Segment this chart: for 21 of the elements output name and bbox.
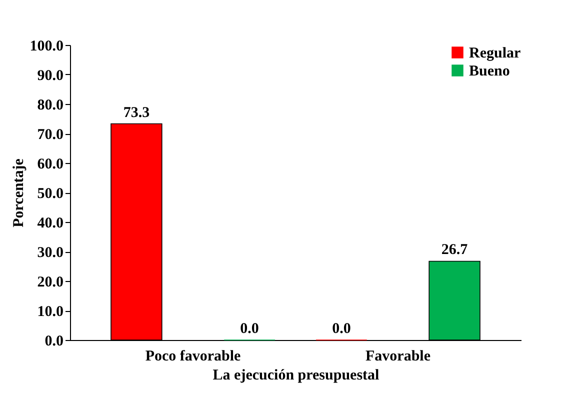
y-tick-label: 40.0 [37, 216, 64, 232]
y-tick-label: 80.0 [37, 98, 64, 114]
y-tick-label: 90.0 [37, 68, 64, 84]
data-label: 26.7 [441, 242, 468, 258]
x-tick-label: Poco favorable [145, 348, 242, 364]
y-tick-label: 20.0 [37, 274, 64, 290]
y-tick-label: 60.0 [37, 156, 64, 172]
legend-label: Regular [469, 46, 521, 62]
data-label: 0.0 [332, 321, 351, 337]
x-axis-title: La ejecución presupuestal [212, 368, 380, 384]
y-tick-label: 30.0 [37, 245, 64, 261]
y-tick-label: 0.0 [44, 334, 64, 350]
legend-label: Bueno [469, 64, 510, 80]
y-tick-label: 70.0 [37, 127, 64, 143]
y-tick-label: 100.0 [30, 38, 64, 54]
data-label: 73.3 [123, 104, 150, 121]
data-label: 0.0 [240, 321, 259, 337]
y-tick-label: 50.0 [37, 186, 64, 202]
y-tick-label: 10.0 [37, 304, 64, 320]
y-axis-title: Porcentaje [10, 158, 27, 228]
x-tick-label: Favorable [366, 348, 431, 364]
